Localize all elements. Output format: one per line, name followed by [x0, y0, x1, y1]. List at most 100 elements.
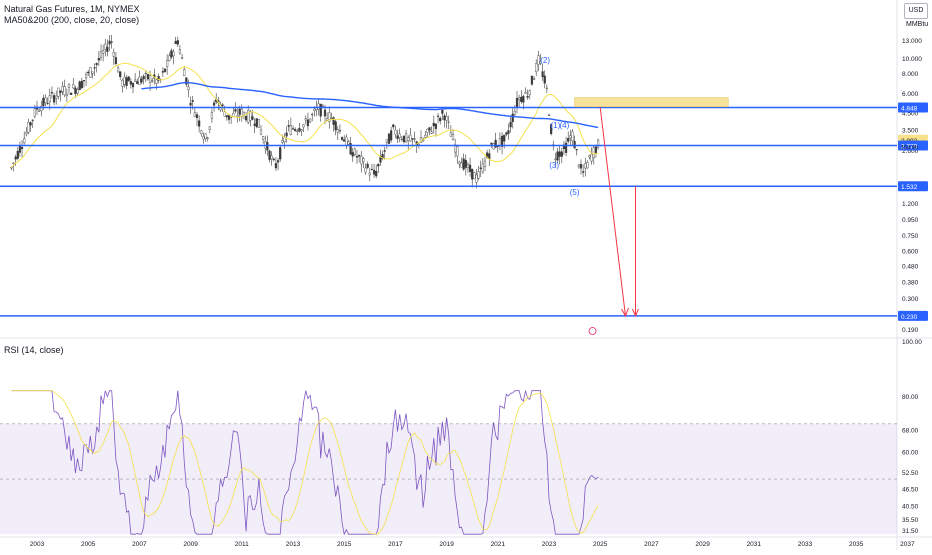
- candle-body: [507, 130, 510, 134]
- candle-body: [368, 172, 371, 176]
- candle-body: [462, 158, 465, 170]
- candle-body: [432, 122, 435, 127]
- candle-body: [518, 97, 521, 100]
- candle-body: [434, 123, 438, 129]
- candle-body: [136, 81, 139, 85]
- candle-body: [95, 63, 98, 65]
- candle-body: [31, 119, 34, 121]
- candle-body: [72, 84, 75, 89]
- candle-body: [89, 67, 92, 78]
- candle-body: [116, 67, 120, 73]
- candle-body: [550, 124, 553, 134]
- candle-body: [140, 78, 143, 83]
- candle-body: [20, 146, 24, 150]
- price-tag-bg: [898, 102, 928, 113]
- candle-body: [127, 76, 130, 81]
- candle-body: [208, 126, 211, 130]
- candle-body: [264, 141, 267, 149]
- time-tick-label: 2013: [286, 541, 301, 548]
- time-tick-label: 2005: [81, 541, 96, 548]
- candle-body: [172, 51, 175, 57]
- candle-body: [387, 133, 391, 144]
- candle-body: [16, 150, 19, 159]
- candle-body: [355, 155, 359, 158]
- candle-body: [317, 103, 320, 110]
- candle-body: [449, 132, 452, 137]
- time-tick-label: 2017: [388, 541, 403, 548]
- candle-body: [121, 80, 124, 87]
- candle-body: [191, 100, 194, 102]
- rsi-tick-label: 35.50: [902, 517, 919, 524]
- candle-body: [313, 108, 316, 112]
- ma-indicator-label: MA50&200 (200, close, 20, close): [4, 15, 140, 25]
- time-tick-label: 2021: [491, 541, 506, 548]
- candle-body: [539, 61, 542, 64]
- candle-body: [558, 151, 561, 157]
- candle-body: [567, 138, 570, 142]
- candle-body: [262, 136, 265, 140]
- candle-body: [268, 150, 271, 160]
- time-tick-label: 2025: [593, 541, 608, 548]
- candle-body: [524, 91, 527, 94]
- candle-body: [259, 129, 263, 135]
- candle-body: [582, 171, 585, 173]
- candle-body: [323, 109, 327, 117]
- candle-body: [61, 86, 64, 92]
- time-tick-label: 2019: [439, 541, 454, 548]
- candle-body: [360, 155, 363, 165]
- candle-body: [161, 71, 164, 73]
- candle-body: [311, 114, 314, 116]
- candle-body: [404, 133, 408, 142]
- candle-body: [234, 109, 237, 112]
- candle-body: [87, 71, 90, 74]
- candle-body: [289, 125, 292, 135]
- candle-body: [151, 80, 154, 82]
- currency-button[interactable]: USD: [904, 3, 928, 19]
- candle-body: [330, 117, 333, 120]
- price-tag-bg: [898, 310, 928, 321]
- candle-body: [298, 127, 301, 132]
- candle-body: [300, 129, 303, 132]
- candle-body: [366, 163, 369, 168]
- candle-body: [556, 151, 559, 161]
- candle-body: [436, 115, 440, 117]
- price-layer: [10, 34, 600, 189]
- candle-body: [52, 95, 56, 103]
- price-tag: 2.779: [898, 140, 928, 151]
- candle-body: [370, 168, 374, 170]
- candle-body: [244, 116, 248, 121]
- candle-body: [505, 132, 508, 135]
- candle-body: [500, 135, 504, 147]
- candle-body: [76, 89, 79, 94]
- candle-body: [483, 160, 487, 167]
- candle-body: [402, 135, 406, 143]
- candle-body: [142, 75, 145, 80]
- candle-body: [471, 168, 474, 180]
- candle-body: [349, 143, 352, 155]
- rsi-tick-label: 80.00: [902, 394, 919, 401]
- time-tick-label: 2029: [695, 541, 710, 548]
- candle-body: [202, 136, 205, 140]
- candle-body: [146, 74, 150, 80]
- candle-body: [187, 86, 190, 91]
- candle-body: [543, 75, 546, 84]
- candle-body: [236, 115, 239, 117]
- candle-body: [287, 125, 290, 127]
- candle-body: [138, 76, 141, 85]
- candle-body: [426, 128, 429, 133]
- price-tag-label: 4.848: [901, 105, 918, 112]
- candle-body: [545, 87, 548, 89]
- candle-body: [106, 46, 109, 52]
- candle-body: [78, 81, 81, 91]
- candle-body: [33, 108, 36, 117]
- candle-body: [477, 171, 480, 179]
- candle-body: [46, 103, 49, 105]
- candle-body: [29, 122, 32, 126]
- elliott-wave-label: (5): [570, 188, 580, 197]
- candle-body: [362, 158, 365, 162]
- candle-body: [375, 170, 378, 177]
- candle-body: [251, 116, 254, 120]
- candle-body: [520, 96, 523, 102]
- candle-body: [345, 136, 348, 146]
